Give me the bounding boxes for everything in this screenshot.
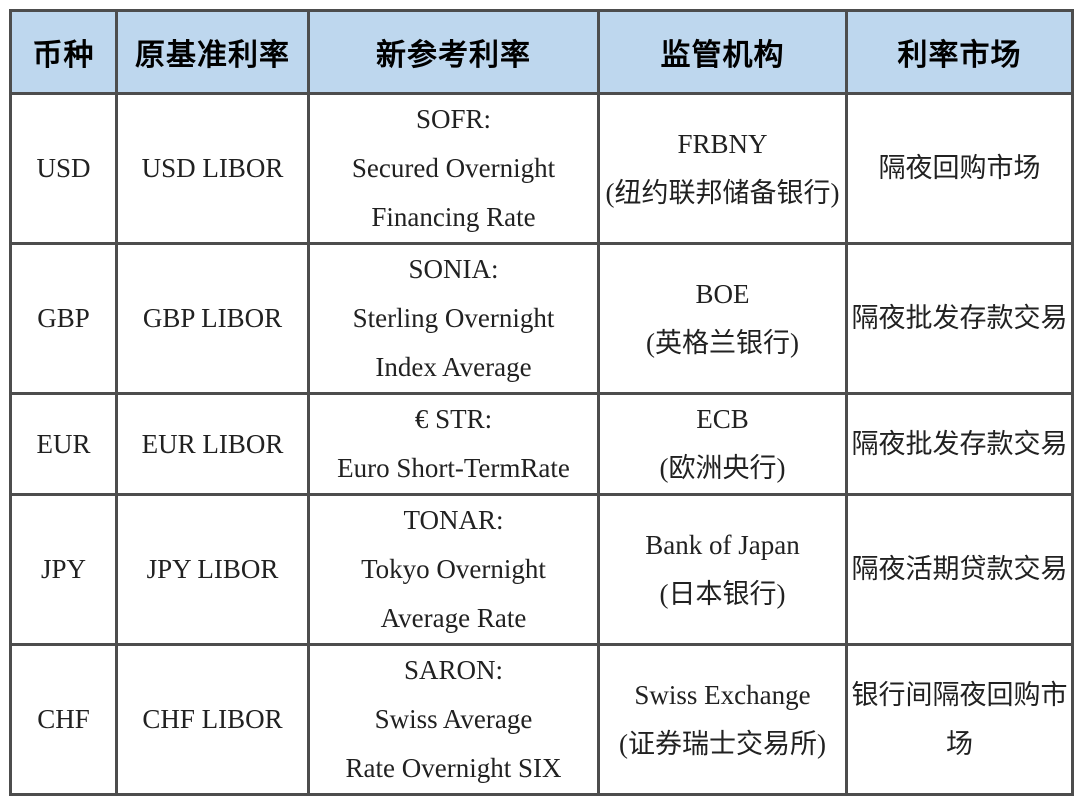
new-rate-line: Tokyo Overnight xyxy=(361,554,546,584)
cell-regulator: BOE (英格兰银行) xyxy=(597,242,848,395)
column-header-rate-market: 利率市场 xyxy=(845,9,1074,95)
cell-currency: EUR xyxy=(9,392,118,496)
regulator-line: (欧洲央行) xyxy=(659,453,786,483)
regulator-line: BOE xyxy=(695,278,750,309)
cell-market: 银行间隔夜回购市场 xyxy=(845,643,1074,796)
cell-currency: CHF xyxy=(9,643,118,796)
libor-transition-table: 币种 原基准利率 新参考利率 监管机构 利率市场 USD USD LIBOR S… xyxy=(9,9,1074,796)
regulator-line: FRBNY xyxy=(677,128,768,159)
column-header-old-benchmark-rate: 原基准利率 xyxy=(115,9,310,95)
regulator-line: (日本银行) xyxy=(659,578,786,609)
regulator-line: Bank of Japan xyxy=(645,529,800,560)
new-rate-line: Sterling Overnight xyxy=(352,303,555,333)
regulator-line: ECB xyxy=(696,404,749,434)
table-row-chf: CHF CHF LIBOR SARON: Swiss Average Rate … xyxy=(9,643,1074,796)
cell-old-rate: CHF LIBOR xyxy=(115,643,310,796)
new-rate-line: Euro Short-TermRate xyxy=(337,453,570,483)
cell-regulator: ECB (欧洲央行) xyxy=(597,392,848,496)
cell-market: 隔夜回购市场 xyxy=(845,92,1074,245)
new-rate-line: Swiss Average xyxy=(374,704,533,734)
cell-currency: JPY xyxy=(9,493,118,646)
cell-regulator: Bank of Japan (日本银行) xyxy=(597,493,848,646)
new-rate-line: € STR: xyxy=(414,404,493,434)
table-row-jpy: JPY JPY LIBOR TONAR: Tokyo Overnight Ave… xyxy=(9,493,1074,646)
cell-market: 隔夜批发存款交易 xyxy=(845,242,1074,395)
new-rate-line: Financing Rate xyxy=(371,202,536,232)
cell-currency: USD xyxy=(9,92,118,245)
cell-currency: GBP xyxy=(9,242,118,395)
column-header-currency: 币种 xyxy=(9,9,118,95)
column-header-new-reference-rate: 新参考利率 xyxy=(307,9,600,95)
new-rate-line: Index Average xyxy=(375,352,532,382)
table-row-gbp: GBP GBP LIBOR SONIA: Sterling Overnight … xyxy=(9,242,1074,395)
new-rate-line: Rate Overnight SIX xyxy=(345,753,562,783)
regulator-line: Swiss Exchange xyxy=(634,679,811,710)
new-rate-line: SOFR: xyxy=(415,104,492,134)
new-rate-line: Secured Overnight xyxy=(351,153,556,183)
cell-new-rate: SOFR: Secured Overnight Financing Rate xyxy=(307,92,600,245)
cell-new-rate: SARON: Swiss Average Rate Overnight SIX xyxy=(307,643,600,796)
column-header-regulator: 监管机构 xyxy=(597,9,848,95)
cell-new-rate: SONIA: Sterling Overnight Index Average xyxy=(307,242,600,395)
new-rate-line: Average Rate xyxy=(380,603,527,633)
cell-old-rate: GBP LIBOR xyxy=(115,242,310,395)
cell-old-rate: USD LIBOR xyxy=(115,92,310,245)
new-rate-line: SONIA: xyxy=(408,254,499,284)
cell-old-rate: EUR LIBOR xyxy=(115,392,310,496)
cell-market: 隔夜活期贷款交易 xyxy=(845,493,1074,646)
regulator-line: (纽约联邦储备银行) xyxy=(605,177,840,208)
new-rate-line: SARON: xyxy=(403,655,504,685)
regulator-line: (证券瑞士交易所) xyxy=(619,728,826,759)
cell-new-rate: TONAR: Tokyo Overnight Average Rate xyxy=(307,493,600,646)
cell-regulator: FRBNY (纽约联邦储备银行) xyxy=(597,92,848,245)
cell-market: 隔夜批发存款交易 xyxy=(845,392,1074,496)
cell-old-rate: JPY LIBOR xyxy=(115,493,310,646)
cell-regulator: Swiss Exchange (证券瑞士交易所) xyxy=(597,643,848,796)
regulator-line: (英格兰银行) xyxy=(646,327,799,358)
table-row-eur: EUR EUR LIBOR € STR: Euro Short-TermRate… xyxy=(9,392,1074,496)
cell-new-rate: € STR: Euro Short-TermRate xyxy=(307,392,600,496)
new-rate-line: TONAR: xyxy=(403,505,504,535)
table-row-usd: USD USD LIBOR SOFR: Secured Overnight Fi… xyxy=(9,92,1074,245)
table-header-row: 币种 原基准利率 新参考利率 监管机构 利率市场 xyxy=(9,9,1074,95)
